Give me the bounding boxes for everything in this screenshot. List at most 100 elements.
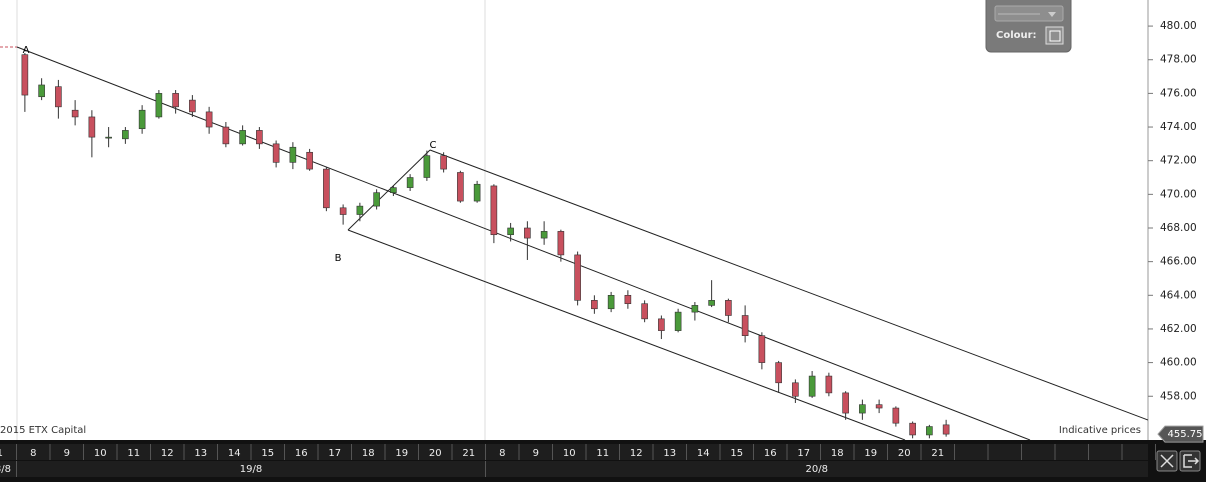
date-label: 20/8 <box>806 464 828 475</box>
x-tick-label: 11 <box>596 448 609 459</box>
trend-line <box>16 46 1031 440</box>
colour-widget: Colour: <box>985 0 1072 53</box>
x-tick-label: 9 <box>533 448 539 459</box>
x-tick-label: 12 <box>630 448 643 459</box>
annotation: B <box>335 253 342 264</box>
candle-body <box>725 300 732 316</box>
candle-body <box>490 185 498 236</box>
candle-body <box>172 93 179 108</box>
candle-body <box>909 422 916 436</box>
candle-body <box>21 54 29 96</box>
candle-body <box>708 300 715 306</box>
candle-body <box>775 362 782 384</box>
x-tick-label: 17 <box>797 448 810 459</box>
candle-body <box>741 315 749 336</box>
candle-body <box>825 375 833 394</box>
y-tick-label: 480.00 <box>1160 20 1197 32</box>
channel-upper <box>429 149 1148 421</box>
x-tick-label: 10 <box>94 448 107 459</box>
candle-body <box>289 146 297 163</box>
x-tick-label: 21 <box>931 448 944 459</box>
date-label: 19/8 <box>240 464 262 475</box>
candle-body <box>540 231 548 239</box>
y-tick-label: 466.00 <box>1160 256 1197 268</box>
y-tick-label: 464.00 <box>1160 289 1197 301</box>
candle-body <box>356 205 364 215</box>
candle-body <box>256 130 263 145</box>
x-tick-label: 14 <box>228 448 241 459</box>
candle-body <box>306 151 313 170</box>
candle-body <box>205 111 213 128</box>
candle-body <box>557 231 565 256</box>
annotation: C <box>430 140 437 151</box>
last-price-tag <box>1157 425 1204 443</box>
channel-side <box>347 149 431 231</box>
y-tick-label: 476.00 <box>1160 87 1197 99</box>
candle-body <box>155 93 163 118</box>
colour-swatch <box>1049 30 1061 42</box>
candle-body <box>691 305 699 313</box>
candle-body <box>591 300 598 310</box>
candle-body <box>88 116 96 138</box>
x-tick-label: 21 <box>462 448 475 459</box>
y-tick-label: 460.00 <box>1160 357 1197 369</box>
x-tick-label: 12 <box>161 448 174 459</box>
candle-body <box>875 404 883 409</box>
x-tick-label: 13 <box>194 448 207 459</box>
candle-body <box>792 382 799 397</box>
candle-body <box>842 392 849 414</box>
date-label: 8/8 <box>0 464 11 475</box>
x-tick-label: 8 <box>499 448 505 459</box>
x-tick-label: 19 <box>395 448 408 459</box>
y-tick-label: 470.00 <box>1160 188 1197 200</box>
candle-body <box>323 168 330 209</box>
x-tick-label: 9 <box>64 448 70 459</box>
x-tick-label: 15 <box>261 448 274 459</box>
candle-body <box>122 130 129 140</box>
x-tick-label: 17 <box>328 448 341 459</box>
x-tick-label: 8 <box>30 448 36 459</box>
candle-body <box>339 207 347 215</box>
y-tick-label: 462.00 <box>1160 323 1197 335</box>
candle-body <box>189 99 196 113</box>
candle-body <box>808 375 816 397</box>
candle-body <box>624 294 632 305</box>
y-tick-label: 458.00 <box>1160 390 1197 402</box>
candle-body <box>138 109 146 130</box>
x-tick-label: 19 <box>864 448 877 459</box>
x-tick-label: 16 <box>764 448 777 459</box>
x-tick-label: 18 <box>362 448 375 459</box>
x-tick-label: 11 <box>127 448 140 459</box>
candle-body <box>758 335 766 363</box>
x-tick-label: 20 <box>898 448 911 459</box>
x-tick-label: 15 <box>730 448 743 459</box>
fullscreen-icon <box>1160 454 1174 468</box>
candle-body <box>859 404 866 414</box>
candle-body <box>942 424 950 435</box>
annotation: A <box>23 45 30 56</box>
candle-body <box>457 172 464 202</box>
candle-body <box>524 227 531 239</box>
copyright: 2015 ETX Capital <box>0 425 86 436</box>
y-tick-label: 468.00 <box>1160 222 1197 234</box>
x-tick-label: 1 <box>0 448 3 459</box>
candle-body <box>607 294 615 310</box>
x-tick-label: 16 <box>295 448 308 459</box>
x-tick-label: 10 <box>563 448 576 459</box>
x-tick-label: 14 <box>697 448 710 459</box>
plot-area <box>0 46 1148 440</box>
candle-body <box>272 143 280 163</box>
candle-body <box>423 155 431 178</box>
hour-row <box>0 444 1148 460</box>
candle-body <box>507 227 514 236</box>
dropdown-arrow <box>1048 12 1056 17</box>
y-tick-label: 478.00 <box>1160 54 1197 66</box>
candle-body <box>473 183 481 202</box>
colour-label: Colour: <box>996 30 1037 41</box>
candle-body <box>406 177 414 188</box>
candle-body <box>574 254 581 301</box>
last-price-label: 455.75 <box>1168 429 1203 440</box>
candle-body <box>926 426 933 436</box>
